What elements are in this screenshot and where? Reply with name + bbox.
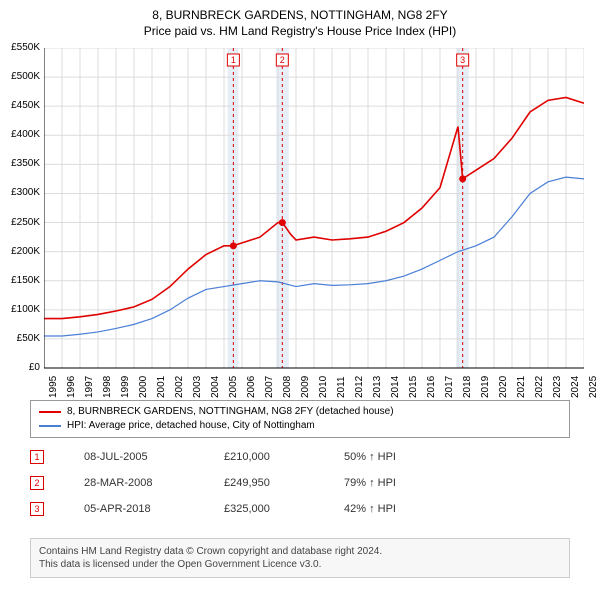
x-tick-label: 2008 bbox=[282, 376, 293, 398]
x-tick-label: 1995 bbox=[48, 376, 59, 398]
x-tick-label: 2024 bbox=[570, 376, 581, 398]
event-table: 1 08-JUL-2005 £210,000 50% ↑ HPI 2 28-MA… bbox=[30, 444, 570, 522]
attribution-box: Contains HM Land Registry data © Crown c… bbox=[30, 538, 570, 578]
x-tick-label: 1996 bbox=[66, 376, 77, 398]
x-tick-label: 2025 bbox=[588, 376, 599, 398]
x-tick-label: 2001 bbox=[156, 376, 167, 398]
event-date: 28-MAR-2008 bbox=[84, 477, 184, 489]
svg-text:2: 2 bbox=[280, 55, 285, 65]
y-tick-label: £450K bbox=[2, 100, 40, 111]
x-tick-label: 2015 bbox=[408, 376, 419, 398]
x-tick-label: 2020 bbox=[498, 376, 509, 398]
x-tick-label: 2004 bbox=[210, 376, 221, 398]
x-tick-label: 2014 bbox=[390, 376, 401, 398]
x-tick-label: 2007 bbox=[264, 376, 275, 398]
event-pct: 50% ↑ HPI bbox=[344, 451, 424, 463]
y-tick-label: £300K bbox=[2, 187, 40, 198]
event-price: £249,950 bbox=[224, 477, 304, 489]
y-tick-label: £550K bbox=[2, 42, 40, 53]
title-block: 8, BURNBRECK GARDENS, NOTTINGHAM, NG8 2F… bbox=[0, 0, 600, 42]
x-tick-label: 2003 bbox=[192, 376, 203, 398]
event-price: £210,000 bbox=[224, 451, 304, 463]
legend: 8, BURNBRECK GARDENS, NOTTINGHAM, NG8 2F… bbox=[30, 400, 570, 438]
x-tick-label: 2006 bbox=[246, 376, 257, 398]
y-tick-label: £200K bbox=[2, 246, 40, 257]
legend-label: HPI: Average price, detached house, City… bbox=[67, 419, 315, 433]
legend-swatch bbox=[39, 425, 61, 427]
y-tick-label: £400K bbox=[2, 129, 40, 140]
x-tick-label: 1998 bbox=[102, 376, 113, 398]
legend-swatch bbox=[39, 411, 61, 413]
x-tick-label: 2009 bbox=[300, 376, 311, 398]
event-pct: 79% ↑ HPI bbox=[344, 477, 424, 489]
chart-area: 1 2 3 bbox=[44, 48, 584, 388]
legend-label: 8, BURNBRECK GARDENS, NOTTINGHAM, NG8 2F… bbox=[67, 405, 394, 419]
x-tick-label: 2019 bbox=[480, 376, 491, 398]
page-title-line1: 8, BURNBRECK GARDENS, NOTTINGHAM, NG8 2F… bbox=[0, 8, 600, 22]
event-price: £325,000 bbox=[224, 503, 304, 515]
svg-text:1: 1 bbox=[231, 55, 236, 65]
x-tick-label: 2011 bbox=[336, 376, 347, 398]
attribution-line: Contains HM Land Registry data © Crown c… bbox=[39, 545, 561, 558]
line-chart: 1 2 3 bbox=[44, 48, 584, 388]
event-marker-icon: 1 bbox=[30, 450, 44, 464]
y-tick-label: £250K bbox=[2, 217, 40, 228]
y-tick-label: £500K bbox=[2, 71, 40, 82]
x-tick-label: 1999 bbox=[120, 376, 131, 398]
y-tick-label: £150K bbox=[2, 275, 40, 286]
x-tick-label: 2013 bbox=[372, 376, 383, 398]
x-tick-label: 2002 bbox=[174, 376, 185, 398]
page-title-line2: Price paid vs. HM Land Registry's House … bbox=[0, 24, 600, 38]
y-tick-label: £0 bbox=[2, 362, 40, 373]
y-tick-label: £100K bbox=[2, 304, 40, 315]
x-tick-label: 2012 bbox=[354, 376, 365, 398]
x-tick-label: 2023 bbox=[552, 376, 563, 398]
x-tick-label: 2005 bbox=[228, 376, 239, 398]
legend-item: HPI: Average price, detached house, City… bbox=[39, 419, 561, 433]
y-tick-label: £50K bbox=[2, 333, 40, 344]
x-tick-label: 2018 bbox=[462, 376, 473, 398]
legend-item: 8, BURNBRECK GARDENS, NOTTINGHAM, NG8 2F… bbox=[39, 405, 561, 419]
attribution-line: This data is licensed under the Open Gov… bbox=[39, 558, 561, 571]
event-pct: 42% ↑ HPI bbox=[344, 503, 424, 515]
y-tick-label: £350K bbox=[2, 158, 40, 169]
event-row: 1 08-JUL-2005 £210,000 50% ↑ HPI bbox=[30, 444, 570, 470]
event-marker-icon: 3 bbox=[30, 502, 44, 516]
svg-text:3: 3 bbox=[460, 55, 465, 65]
x-tick-label: 2010 bbox=[318, 376, 329, 398]
x-tick-label: 1997 bbox=[84, 376, 95, 398]
event-marker-icon: 2 bbox=[30, 476, 44, 490]
x-tick-label: 2022 bbox=[534, 376, 545, 398]
x-tick-label: 2016 bbox=[426, 376, 437, 398]
x-tick-label: 2017 bbox=[444, 376, 455, 398]
x-tick-label: 2021 bbox=[516, 376, 527, 398]
event-date: 05-APR-2018 bbox=[84, 503, 184, 515]
event-row: 2 28-MAR-2008 £249,950 79% ↑ HPI bbox=[30, 470, 570, 496]
event-date: 08-JUL-2005 bbox=[84, 451, 184, 463]
x-tick-label: 2000 bbox=[138, 376, 149, 398]
event-row: 3 05-APR-2018 £325,000 42% ↑ HPI bbox=[30, 496, 570, 522]
